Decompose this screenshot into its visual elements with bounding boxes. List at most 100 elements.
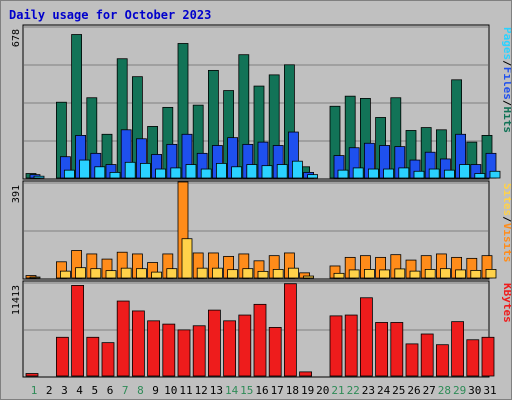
legend-pages: Pages bbox=[501, 27, 511, 60]
pages-bar bbox=[170, 167, 182, 179]
visits-bar bbox=[211, 267, 223, 279]
pages-bar bbox=[215, 163, 227, 179]
visits-bar bbox=[242, 268, 254, 279]
legend-kbytes: KBytes bbox=[501, 283, 511, 323]
x-tick-label: 15 bbox=[240, 384, 253, 397]
kbytes-bar bbox=[192, 325, 206, 377]
legend-sites: Sites bbox=[501, 183, 511, 216]
pages-bar bbox=[155, 168, 167, 179]
kbytes-bar bbox=[223, 320, 237, 377]
kbytes-bar bbox=[420, 333, 434, 377]
x-tick-label: 25 bbox=[392, 384, 405, 397]
pages-bar bbox=[261, 165, 273, 179]
kbytes-bar bbox=[268, 327, 282, 377]
x-tick-label: 29 bbox=[453, 384, 466, 397]
pages-bar bbox=[291, 160, 303, 179]
pages-bar bbox=[231, 166, 243, 179]
pages-bar bbox=[367, 168, 379, 179]
kbytes-bar bbox=[101, 342, 115, 377]
x-tick-label: 20 bbox=[316, 384, 329, 397]
x-tick-label: 11 bbox=[179, 384, 192, 397]
visits-bar bbox=[90, 268, 102, 279]
visits-bar bbox=[379, 269, 391, 279]
x-tick-label: 4 bbox=[76, 384, 83, 397]
legend-visits: Visits bbox=[501, 223, 511, 263]
pages-bar bbox=[307, 174, 319, 179]
chart-title: Daily usage for October 2023 bbox=[9, 8, 212, 22]
visits-bar bbox=[75, 267, 86, 279]
kbytes-bar bbox=[116, 300, 130, 377]
x-tick-label: 18 bbox=[286, 384, 299, 397]
x-tick-label: 26 bbox=[407, 384, 420, 397]
x-tick-label: 31 bbox=[483, 384, 496, 397]
pages-bar bbox=[413, 170, 425, 179]
legend: Sites/Visits bbox=[501, 183, 511, 263]
legend-separator: / bbox=[501, 100, 511, 107]
pages-bar bbox=[246, 164, 258, 179]
visits-bar bbox=[287, 267, 299, 279]
visits-bar bbox=[455, 269, 467, 279]
x-tick-label: 10 bbox=[164, 384, 177, 397]
kbytes-bar bbox=[86, 336, 100, 377]
x-tick-label: 9 bbox=[152, 384, 159, 397]
pages-bar bbox=[200, 168, 212, 179]
visits-bar bbox=[394, 268, 406, 279]
visits-bar bbox=[257, 270, 269, 279]
pages-bar bbox=[276, 164, 288, 179]
x-tick-label: 30 bbox=[468, 384, 481, 397]
visits-bar bbox=[120, 267, 132, 279]
visits-bar bbox=[303, 275, 315, 279]
kbytes-bar bbox=[344, 314, 358, 377]
x-tick-label: 2 bbox=[46, 384, 53, 397]
kbytes-bar bbox=[207, 309, 221, 377]
x-tick-label: 14 bbox=[225, 384, 239, 397]
visits-bar bbox=[60, 270, 71, 279]
y-max-label: 678 bbox=[11, 29, 22, 47]
pages-bar bbox=[94, 166, 106, 179]
kbytes-bar bbox=[390, 322, 404, 377]
pages-bar bbox=[428, 168, 440, 179]
kbytes-bar bbox=[147, 320, 161, 377]
visits-bar bbox=[29, 276, 41, 279]
x-tick-label: 22 bbox=[347, 384, 360, 397]
x-tick-label: 17 bbox=[271, 384, 284, 397]
pages-bar bbox=[33, 175, 45, 179]
legend-files: Files bbox=[501, 67, 511, 100]
x-tick-label: 28 bbox=[438, 384, 451, 397]
y-max-label: 391 bbox=[11, 185, 22, 203]
x-tick-label: 16 bbox=[255, 384, 268, 397]
visits-bar bbox=[272, 269, 284, 279]
x-tick-label: 27 bbox=[423, 384, 436, 397]
visits-bar bbox=[181, 238, 193, 279]
pages-bar bbox=[383, 168, 395, 179]
visits-bar bbox=[135, 268, 147, 279]
visits-bar bbox=[485, 269, 497, 279]
visits-bar bbox=[424, 269, 436, 279]
pages-bar bbox=[185, 164, 197, 179]
visits-bar bbox=[439, 268, 451, 279]
pages-bar bbox=[139, 163, 151, 179]
x-tick-label: 6 bbox=[107, 384, 114, 397]
visits-bar bbox=[196, 267, 208, 279]
visits-bar bbox=[227, 269, 239, 279]
kbytes-bar bbox=[162, 323, 176, 377]
visits-bar bbox=[470, 269, 482, 279]
kbytes-bar bbox=[56, 336, 69, 377]
visits-bar bbox=[166, 268, 178, 279]
visits-bar bbox=[333, 272, 345, 279]
kbytes-bar bbox=[405, 343, 419, 377]
visits-bar bbox=[363, 269, 375, 279]
x-tick-label: 1 bbox=[31, 384, 38, 397]
pages-bar bbox=[443, 169, 455, 179]
pages-bar bbox=[79, 159, 90, 179]
x-tick-label: 5 bbox=[91, 384, 98, 397]
kbytes-bar bbox=[177, 329, 191, 377]
kbytes-bar bbox=[481, 336, 495, 377]
pages-bar bbox=[474, 173, 486, 179]
legend: Pages/Files/Hits bbox=[501, 27, 511, 133]
y-max-label: 11413 bbox=[11, 285, 22, 315]
legend-separator: / bbox=[501, 60, 511, 67]
visits-bar bbox=[348, 269, 360, 279]
